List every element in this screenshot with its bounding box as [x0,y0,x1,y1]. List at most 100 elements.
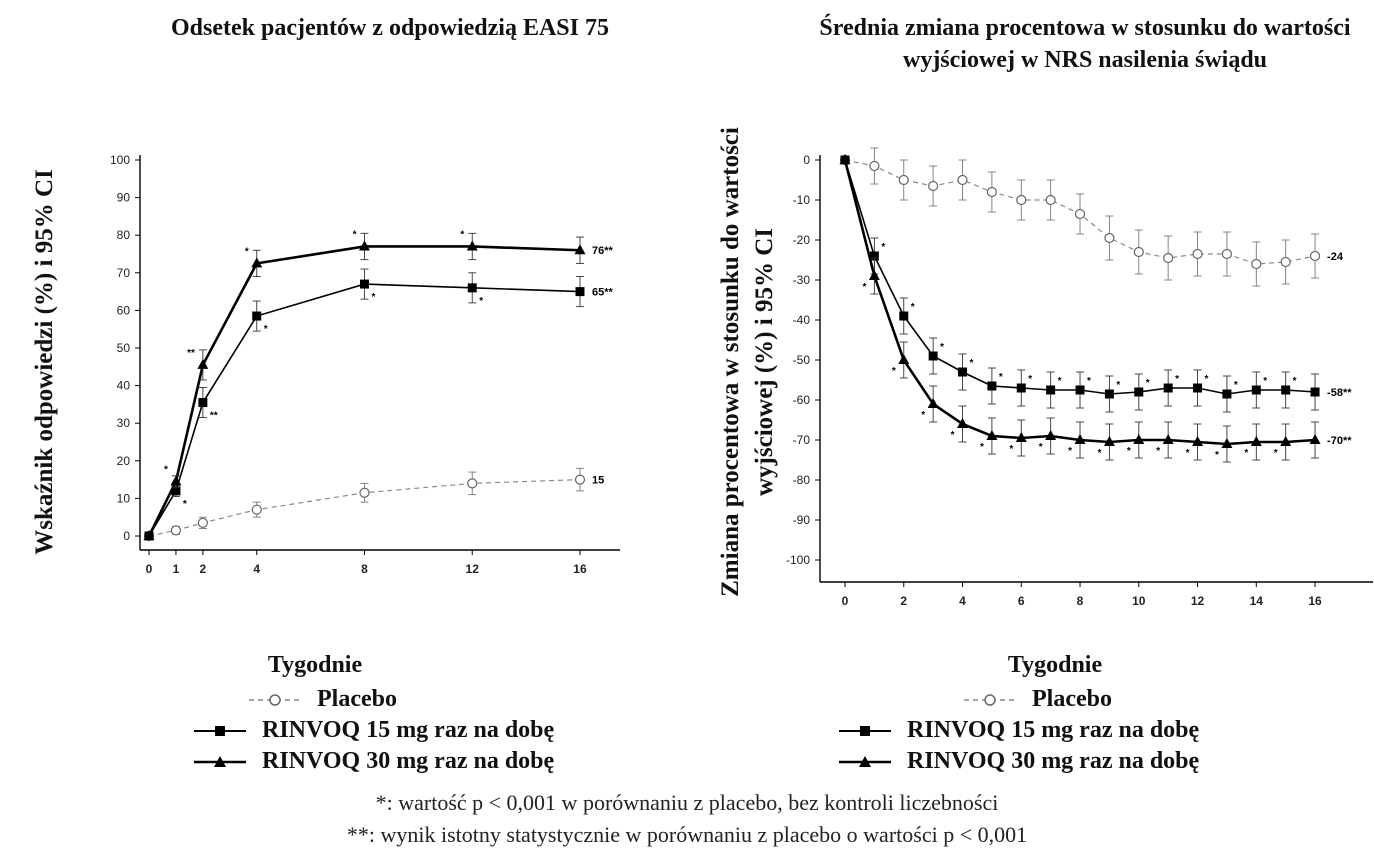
rinvoq30-point [358,240,370,251]
right-chart-title: Średnia zmiana procentowa w stosunku do … [819,15,1351,73]
legend-label-rinvoq15: RINVOQ 15 mg raz na dobę [262,717,555,743]
legend-label-rinvoq30-right: RINVOQ 30 mg raz na dobę [907,748,1200,774]
right-y-axis-label-text: Zmiana procentowa w stosunku do wartości… [717,127,778,597]
x-tick-label: 12 [1191,594,1205,608]
placebo-point [986,186,997,198]
significance-marker: * [1028,374,1032,385]
placebo-point [197,517,208,528]
x-tick-label: 8 [1077,594,1084,608]
x-tick-label: 12 [466,562,480,576]
significance-marker: * [1068,446,1072,457]
right-legend: Placebo RINVOQ 15 mg raz na dobę RINVOQ … [835,684,1199,777]
left-legend: Placebo RINVOQ 15 mg raz na dobę RINVOQ … [190,684,554,777]
significance-marker: * [1098,448,1102,459]
placebo-point [957,174,968,186]
placebo-point [1280,256,1291,268]
left-chart-title: Odsetek pacjentów z odpowiedzią EASI 75 [170,15,609,41]
y-tick-label: -100 [786,553,810,567]
x-tick-label: 2 [200,562,207,576]
legend-item-placebo: Placebo [190,684,554,715]
rinvoq30-point [986,430,998,440]
y-tick-label: -20 [793,233,811,247]
x-tick-label: 0 [842,594,849,608]
x-tick-label: 14 [1250,594,1264,608]
significance-marker: * [164,464,168,475]
placebo-point [1045,194,1056,206]
rinvoq15-point [899,311,909,321]
y-tick-label: 50 [117,341,131,355]
rinvoq30-point [170,475,182,486]
rinvoq30-point [251,257,263,268]
rinvoq15-point [467,283,477,293]
rinvoq30-point [1103,436,1115,446]
placebo-point [170,525,182,536]
y-tick-label: 40 [117,379,131,393]
y-tick-label: -90 [793,513,811,527]
placebo-point [1221,248,1233,260]
legend-item-rinvoq30: RINVOQ 30 mg raz na dobę [190,746,554,777]
significance-marker: * [1263,376,1267,387]
rinvoq30-point [143,530,155,540]
y-tick-label: 70 [117,266,131,280]
x-tick-label: 6 [1018,594,1025,608]
significance-marker: * [1146,378,1150,389]
rinvoq15-point [1193,383,1203,393]
y-tick-label: -30 [793,273,811,287]
y-tick-label: -40 [793,313,811,327]
placebo-line-icon [249,693,301,706]
placebo-point [467,478,478,489]
legend-label-placebo: Placebo [317,686,397,712]
x-tick-label: 0 [146,562,153,576]
y-tick-label: -60 [793,393,811,407]
rinvoq30-point [1133,434,1145,444]
significance-marker: * [951,430,955,441]
rinvoq30-point [466,240,478,251]
footnote-1: *: wartość p < 0,001 w porównaniu z plac… [375,790,999,815]
rinvoq30-point [1162,434,1174,444]
rinvoq15-point [1104,389,1114,399]
y-tick-label: 10 [117,491,131,505]
significance-marker: * [1234,380,1238,391]
y-tick-label: 60 [117,303,131,317]
significance-marker: * [911,302,915,313]
significance-marker: * [460,229,464,240]
rinvoq30-point [1221,438,1233,448]
rinvoq15-point [1222,389,1232,399]
significance-marker: * [970,358,974,369]
legend-label-placebo-right: Placebo [1032,686,1112,712]
x-tick-label: 4 [959,594,966,608]
significance-marker: * [921,410,925,421]
rinvoq15-point [1310,387,1320,397]
rinvoq15-point [958,367,968,377]
significance-marker: ** [210,411,218,422]
significance-marker: * [479,296,483,307]
x-tick-label: 16 [1308,594,1322,608]
rinvoq30-point [197,358,209,369]
y-tick-label: 0 [123,529,130,543]
significance-marker: * [1205,374,1209,385]
series-end-label: -24 [1327,251,1344,263]
significance-marker: * [1175,374,1179,385]
x-tick-label: 16 [573,562,587,576]
placebo-point [869,160,880,172]
y-tick-label: -10 [793,193,811,207]
rinvoq15-point [1075,385,1085,395]
placebo-point [1016,194,1027,206]
placebo-line-icon [964,693,1016,706]
legend-item-rinvoq30-right: RINVOQ 30 mg raz na dobę [835,746,1199,777]
rinvoq15-point [171,486,181,496]
legend-item-rinvoq15-right: RINVOQ 15 mg raz na dobę [835,715,1199,746]
rinvoq15-point [252,311,262,321]
significance-marker: * [999,372,1003,383]
x-tick-label: 4 [253,562,260,576]
placebo-point [1074,208,1086,220]
significance-marker: * [1009,444,1013,455]
significance-marker: * [1116,380,1120,391]
series-end-label: -58** [1327,387,1352,399]
legend-item-rinvoq15: RINVOQ 15 mg raz na dobę [190,715,554,746]
y-tick-label: -50 [793,353,811,367]
left-x-axis-title: Tygodnie [267,652,363,678]
rinvoq15-line-icon [839,725,891,736]
